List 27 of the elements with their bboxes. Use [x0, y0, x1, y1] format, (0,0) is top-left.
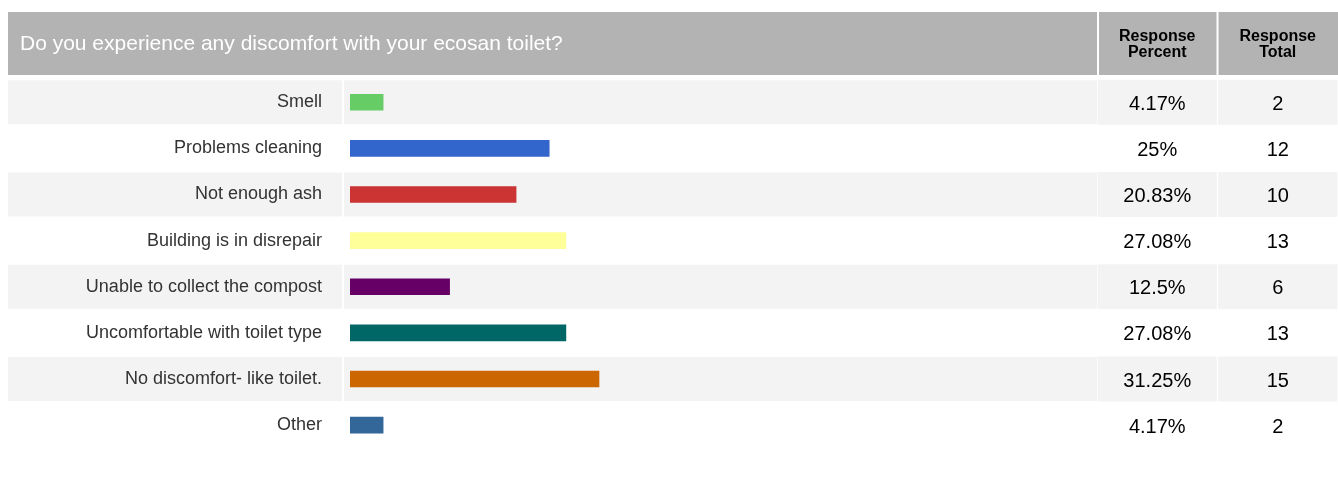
- text: 10: [1266, 184, 1289, 207]
- y-tick-label: Uncomfortable with toilet type: [85, 321, 322, 342]
- text: 25%: [1137, 137, 1178, 160]
- text: 20.83%: [1123, 184, 1192, 207]
- y-tick-label: No discomfort- like toilet.: [124, 367, 322, 388]
- category-label: Response Total: [1239, 26, 1317, 60]
- text: 27.08%: [1123, 230, 1192, 253]
- category-label: Response Percent: [1119, 26, 1196, 60]
- y-tick-label: Unable to collect the compost: [85, 275, 322, 296]
- text: 2: [1272, 414, 1284, 437]
- y-tick-label: Building is in disrepair: [146, 229, 322, 250]
- text: 13: [1266, 322, 1289, 345]
- text: 12.5%: [1128, 276, 1186, 299]
- y-tick-label: Smell: [276, 91, 322, 112]
- text: 4.17%: [1128, 414, 1186, 437]
- text: 13: [1266, 230, 1289, 253]
- chart-title: Do you experience any discomfort with your ecosan toilet?: [20, 31, 563, 55]
- text: 4.17%: [1128, 91, 1186, 114]
- text: 2: [1272, 91, 1284, 114]
- text: 31.25%: [1123, 368, 1192, 391]
- y-tick-label: Other: [276, 414, 322, 435]
- text: 15: [1266, 368, 1289, 391]
- text: 12: [1266, 137, 1289, 160]
- y-tick-label: Not enough ash: [194, 183, 322, 204]
- y-tick-label: Problems cleaning: [173, 137, 322, 158]
- text: 6: [1272, 276, 1284, 299]
- text: 27.08%: [1123, 322, 1192, 345]
